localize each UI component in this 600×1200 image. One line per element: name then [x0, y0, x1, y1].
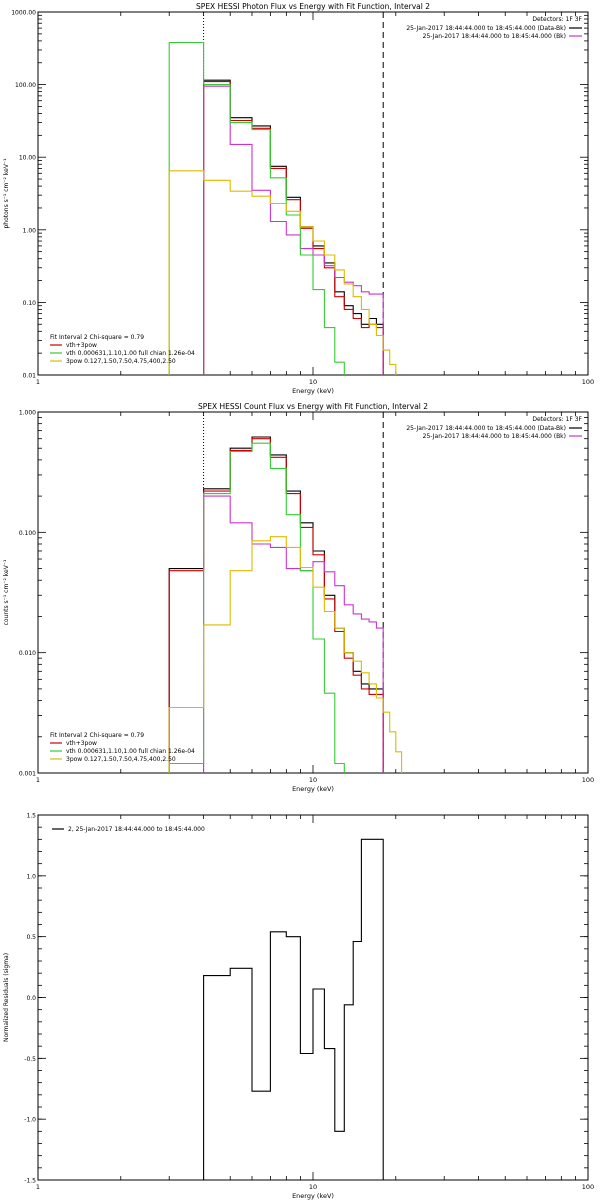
y-tick-label: 0.010	[19, 650, 36, 657]
y-tick-label: 0.01	[23, 373, 37, 380]
series-vth-3pow	[168, 438, 384, 773]
series-3pow	[168, 536, 403, 773]
y-tick-label: 0.100	[19, 530, 36, 537]
y-tick-label: 0.001	[19, 771, 36, 778]
legend-detectors: Detectors: 1F 3F	[532, 16, 582, 23]
y-tick-label: 1000.00	[11, 10, 36, 17]
y-tick-label: -0.5	[24, 1056, 36, 1063]
y-tick-label: -1.0	[24, 1117, 36, 1124]
data-layer	[203, 838, 384, 1180]
y-tick-label: 0.0	[26, 995, 36, 1002]
x-tick-label: 100	[582, 1183, 594, 1191]
series-3pow	[168, 170, 397, 375]
legend-fit-label: vth+3pow	[66, 342, 97, 349]
series-bk	[203, 85, 384, 375]
legend-top-label: 25-Jan-2017 18:44:44.000 to 18:45:44.000…	[423, 433, 566, 440]
series-vth	[168, 442, 345, 773]
y-tick-label: 1.000	[19, 410, 36, 417]
series-residuals	[203, 838, 384, 1180]
legend-fit-label: vth 0.000631,1.10,1.00 full chian 1.26e-…	[66, 350, 195, 357]
legend-top-label: 25-Jan-2017 18:44:44.000 to 18:45:44.000…	[423, 33, 566, 40]
y-tick-label: 1.5	[26, 813, 36, 820]
legend-fit-label: vth 0.000631,1.10,1.00 full chian 1.26e-…	[66, 748, 195, 755]
x-axis-label: Energy (keV)	[292, 1192, 334, 1200]
y-tick-label: 1.0	[26, 873, 36, 880]
plot-frame	[37, 11, 589, 376]
x-axis-label: Energy (keV)	[292, 785, 334, 793]
legend-fit-label: 3pow 0.127,1.50,7.50,4.75,400,2.50	[66, 358, 176, 365]
chart-title: SPEX HESSI Count Flux vs Energy with Fit…	[198, 402, 428, 411]
legend-fit-interval: Fit Interval 2 Chi-square = 0.79	[50, 732, 144, 739]
data-layer	[168, 412, 403, 773]
residuals-panel: 1 10 100 Energy (keV) -1.5 -1.0 -0.5 0.0 0.5 1.0 1…	[3, 813, 594, 1200]
series-bk	[203, 495, 384, 773]
legend-fit-label: 3pow 0.127,1.50,7.50,4.75,400,2.50	[66, 756, 176, 763]
legend-residual-label: 2, 25-Jan-2017 18:44:44.000 to 18:45:44.…	[68, 826, 205, 833]
legend-detectors: Detectors: 1F 3F	[532, 416, 582, 423]
y-axis-label: counts s⁻¹ cm⁻² keV⁻¹	[3, 559, 10, 625]
series-vth	[168, 41, 345, 375]
x-tick-label: 10	[309, 378, 317, 386]
x-tick-label: 100	[582, 776, 594, 784]
y-tick-label: 0.5	[26, 934, 36, 941]
x-tick-label: 100	[582, 378, 594, 386]
y-axis-label: Normalized Residuals (sigma)	[3, 953, 10, 1042]
x-tick-label: 10	[309, 776, 317, 784]
chart-title: SPEX HESSI Photon Flux vs Energy with Fi…	[196, 2, 430, 11]
data-layer	[168, 12, 397, 375]
x-tick-label: 1	[36, 776, 40, 784]
x-axis-label: Energy (keV)	[292, 387, 334, 395]
x-tick-label: 10	[309, 1183, 317, 1191]
legend-fit-label: vth+3pow	[66, 740, 97, 747]
legend-top-label: 25-Jan-2017 18:44:44.000 to 18:45:44.000…	[406, 425, 566, 432]
y-axis-label: photons s⁻¹ cm⁻² keV⁻¹	[3, 158, 10, 229]
legend-fit-interval: Fit Interval 2 Chi-square = 0.79	[50, 334, 144, 341]
photon-flux-panel: SPEX HESSI Photon Flux vs Energy with Fi…	[3, 2, 594, 395]
y-tick-label: 1.00	[23, 227, 37, 234]
y-tick-label: -1.5	[24, 1178, 36, 1185]
y-tick-label: 0.10	[23, 300, 37, 307]
y-tick-label: 10.00	[19, 155, 36, 162]
count-flux-panel: SPEX HESSI Count Flux vs Energy with Fit…	[3, 402, 594, 793]
x-tick-label: 1	[36, 378, 40, 386]
x-tick-label: 1	[36, 1183, 40, 1191]
legend-top-label: 25-Jan-2017 18:44:44.000 to 18:45:44.000…	[406, 25, 566, 32]
y-tick-label: 100.00	[15, 82, 36, 89]
